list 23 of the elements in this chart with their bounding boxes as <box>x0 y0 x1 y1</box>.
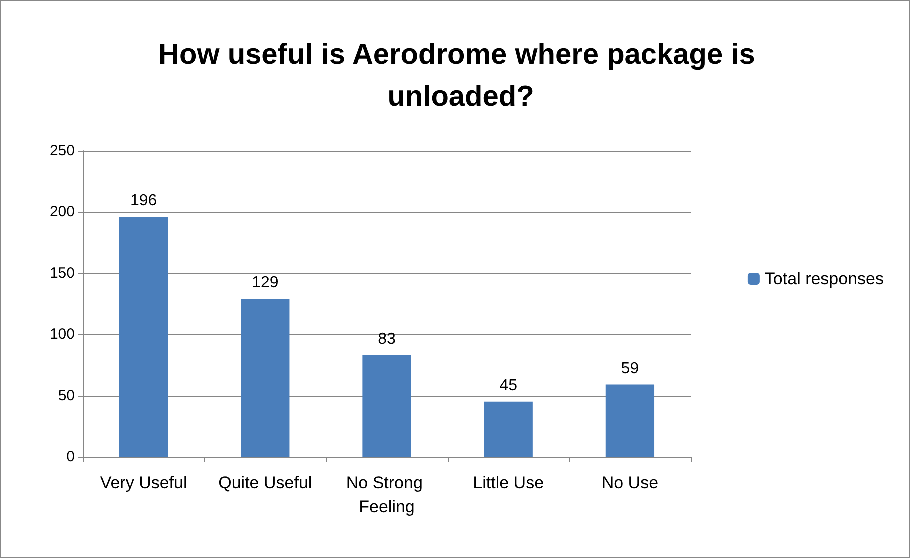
chart-title: How useful is Aerodrome where package is unloaded? <box>158 39 764 113</box>
x-tick-label: No Strong Feeling <box>346 474 428 516</box>
bar <box>119 217 168 457</box>
y-tick-label: 50 <box>58 387 75 404</box>
x-tick-label: Quite Useful <box>218 474 312 492</box>
x-tick-label: Very Useful <box>100 474 188 492</box>
data-label: 45 <box>500 377 518 394</box>
data-label: 59 <box>621 360 640 378</box>
x-tick-label: No Use <box>602 474 659 492</box>
data-label: 196 <box>130 192 158 210</box>
y-tick-label: 250 <box>50 142 75 160</box>
bar <box>241 299 290 457</box>
bar <box>484 402 533 457</box>
legend-label: Total responses <box>764 270 884 288</box>
y-tick-label: 100 <box>50 326 75 344</box>
data-label: 129 <box>252 274 279 292</box>
x-tick-label: Little Use <box>473 474 544 492</box>
y-tick-label: 150 <box>50 264 75 282</box>
data-label: 83 <box>378 330 396 348</box>
y-tick-label: 200 <box>50 204 75 221</box>
bar <box>606 384 655 457</box>
y-tick-label: 0 <box>66 448 75 466</box>
bar <box>362 355 412 457</box>
